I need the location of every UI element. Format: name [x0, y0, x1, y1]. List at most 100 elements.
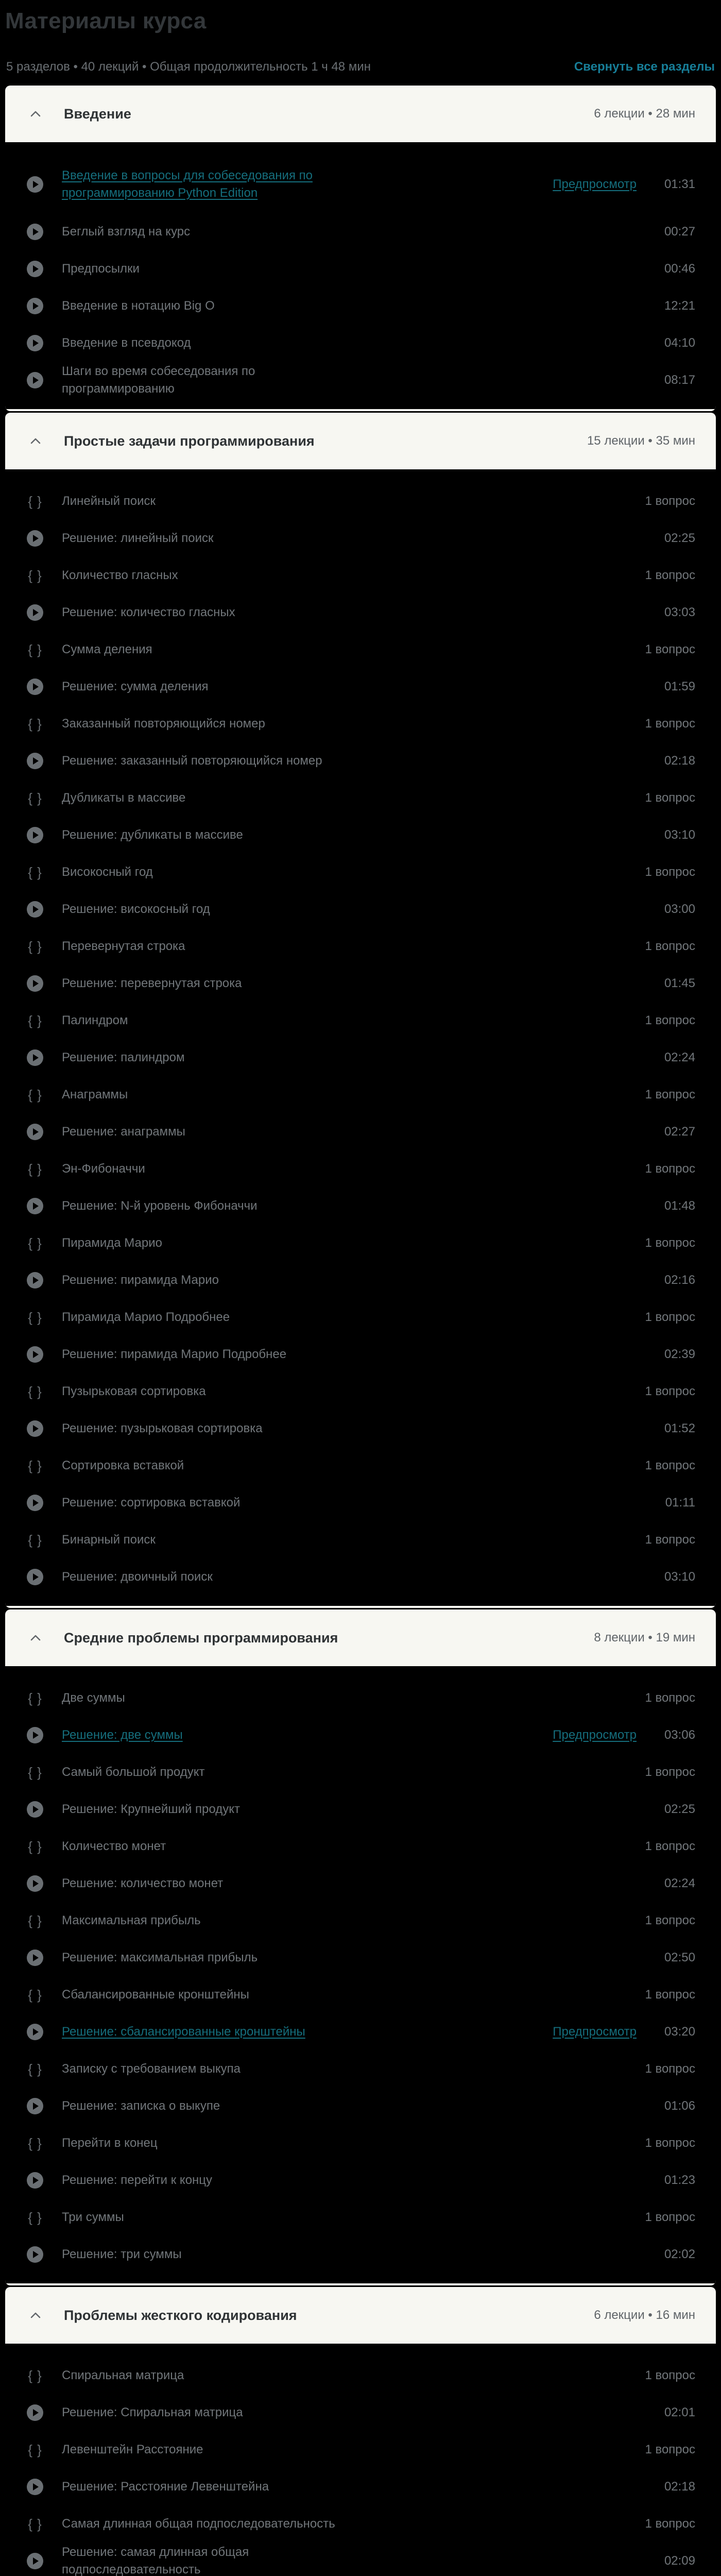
- play-circle-icon: [27, 2479, 43, 2495]
- lecture-right-text: 1 вопрос: [645, 1988, 695, 2002]
- section-panel: Введение 6 лекции • 28 мин Введение в во…: [5, 86, 716, 411]
- code-exercise-icon: [28, 1311, 42, 1324]
- lecture-row-right: Предпросмотр 03:20: [553, 2025, 695, 2039]
- collapse-all-sections-link[interactable]: Свернуть все разделы: [574, 60, 715, 74]
- lecture-row: Линейный поиск 1 вопрос: [5, 483, 716, 520]
- lecture-title: Решение: Расстояние Левенштейна: [62, 2480, 269, 2494]
- lecture-icon-cell: [27, 530, 43, 547]
- lecture-title: Високосный год: [62, 865, 153, 879]
- lecture-right-text: 1 вопрос: [645, 1236, 695, 1250]
- lecture-row-right: 1 вопрос: [645, 2443, 695, 2457]
- lecture-icon-cell: [27, 1727, 43, 1743]
- lecture-row: Решение: сортировка вставкой 01:11: [5, 1484, 716, 1521]
- code-exercise-icon: [28, 1236, 42, 1250]
- lecture-right-text: 1 вопрос: [645, 1459, 695, 1472]
- lecture-icon-cell: [27, 335, 43, 351]
- lecture-row-right: 02:39: [659, 1347, 695, 1362]
- lecture-row-right: 12:21: [659, 299, 695, 313]
- lecture-row-right: 01:52: [659, 1421, 695, 1436]
- lecture-row: Количество монет 1 вопрос: [5, 1828, 716, 1865]
- lecture-row-right: 1 вопрос: [645, 2062, 695, 2076]
- lecture-row: Решение: записка о выкупе 01:06: [5, 2088, 716, 2125]
- play-circle-icon: [27, 901, 43, 918]
- lecture-row-right: 02:25: [659, 1802, 695, 1817]
- section-meta: 6 лекции • 16 мин: [594, 2308, 695, 2322]
- lecture-icon-cell: [27, 1124, 43, 1140]
- lecture-title: Решение: количество монет: [62, 1876, 224, 1890]
- play-circle-icon: [27, 2172, 43, 2189]
- lecture-icon-cell: [27, 866, 43, 879]
- lecture-row-right: 02:16: [659, 1273, 695, 1287]
- lecture-row-right: 1 вопрос: [645, 1310, 695, 1325]
- lecture-title: Анаграммы: [62, 1088, 128, 1101]
- lecture-icon-cell: [27, 1049, 43, 1066]
- section-meta: 6 лекции • 28 мин: [594, 107, 695, 121]
- lecture-title: Три суммы: [62, 2210, 124, 2224]
- lecture-right-text: 1 вопрос: [645, 939, 695, 953]
- section-panel: Проблемы жесткого кодирования 6 лекции •…: [5, 2287, 716, 2576]
- lecture-right-text: 02:25: [664, 531, 695, 545]
- lecture-row-right: 03:00: [659, 902, 695, 917]
- lecture-right-text: 01:52: [664, 1421, 695, 1435]
- lecture-right-text: 1 вопрос: [645, 568, 695, 582]
- lecture-row: Пирамида Марио 1 вопрос: [5, 1225, 716, 1262]
- lecture-icon-cell: [27, 1801, 43, 1818]
- lecture-right-text: 02:09: [664, 2554, 695, 2568]
- lecture-title: Решение: сумма деления: [62, 680, 209, 693]
- code-exercise-icon: [28, 791, 42, 805]
- lecture-right-text: 02:50: [664, 1951, 695, 1964]
- lecture-row: Решение: Крупнейший продукт 02:25: [5, 1791, 716, 1828]
- section-header[interactable]: Простые задачи программирования 15 лекци…: [5, 413, 716, 469]
- lecture-right-text: 01:23: [664, 2173, 695, 2187]
- lecture-row: Решение: количество гласных 03:03: [5, 594, 716, 631]
- lecture-icon-cell: [27, 2211, 43, 2224]
- lecture-icon-cell: [27, 2404, 43, 2421]
- lecture-row: Введение в вопросы для собеседования по …: [5, 156, 716, 213]
- code-exercise-icon: [28, 495, 42, 508]
- preview-link[interactable]: Предпросмотр: [553, 177, 637, 191]
- section-header[interactable]: Введение 6 лекции • 28 мин: [5, 86, 716, 142]
- lecture-row: Решение: заказанный повторяющийся номер …: [5, 742, 716, 779]
- code-exercise-icon: [28, 643, 42, 656]
- lecture-title: Решение: три суммы: [62, 2247, 182, 2261]
- lecture-row: Записку с требованием выкупа 1 вопрос: [5, 2050, 716, 2088]
- code-exercise-icon: [28, 1988, 42, 2002]
- lecture-right-text: 1 вопрос: [645, 1913, 695, 1927]
- lecture-right-text: 03:00: [664, 902, 695, 916]
- lecture-right-text: 02:18: [664, 2480, 695, 2494]
- lecture-row-right: 1 вопрос: [645, 717, 695, 731]
- lecture-title[interactable]: Введение в вопросы для собеседования по …: [62, 168, 313, 200]
- lecture-row-right: 1 вопрос: [645, 1988, 695, 2002]
- play-circle-icon: [27, 298, 43, 314]
- lecture-title[interactable]: Решение: две суммы: [62, 1728, 183, 1742]
- play-circle-icon: [27, 1950, 43, 1966]
- lecture-icon-cell: [27, 1766, 43, 1779]
- lecture-title: Две суммы: [62, 1691, 125, 1705]
- lecture-icon-cell: [27, 1346, 43, 1363]
- lecture-row: Перейти в конец 1 вопрос: [5, 2125, 716, 2162]
- lecture-row-right: 02:01: [659, 2405, 695, 2420]
- lecture-icon-cell: [27, 372, 43, 388]
- section-header[interactable]: Средние проблемы программирования 8 лекц…: [5, 1609, 716, 1666]
- section-items: Две суммы 1 вопрос Решение: две суммы Пр…: [5, 1666, 716, 2283]
- lecture-right-text: 04:10: [664, 336, 695, 350]
- lecture-row: Бинарный поиск 1 вопрос: [5, 1521, 716, 1558]
- lecture-icon-cell: [27, 643, 43, 656]
- play-circle-icon: [27, 1569, 43, 1585]
- lecture-title: Решение: сортировка вставкой: [62, 1496, 241, 1510]
- preview-link[interactable]: Предпросмотр: [553, 2025, 637, 2039]
- lecture-row-right: 00:27: [659, 225, 695, 239]
- code-exercise-icon: [28, 1088, 42, 1101]
- play-circle-icon: [27, 1198, 43, 1214]
- lecture-icon-cell: [27, 1691, 43, 1705]
- lecture-title: Введение в псевдокод: [62, 336, 191, 350]
- lecture-right-text: 02:39: [664, 1347, 695, 1361]
- preview-link[interactable]: Предпросмотр: [553, 1728, 637, 1742]
- code-exercise-icon: [28, 569, 42, 582]
- lecture-icon-cell: [27, 1950, 43, 1966]
- lecture-title[interactable]: Решение: сбалансированные кронштейны: [62, 2025, 305, 2039]
- section-header[interactable]: Проблемы жесткого кодирования 6 лекции •…: [5, 2287, 716, 2344]
- lecture-right-text: 01:45: [664, 976, 695, 990]
- lecture-title: Решение: Крупнейший продукт: [62, 1802, 240, 1816]
- code-exercise-icon: [28, 2443, 42, 2456]
